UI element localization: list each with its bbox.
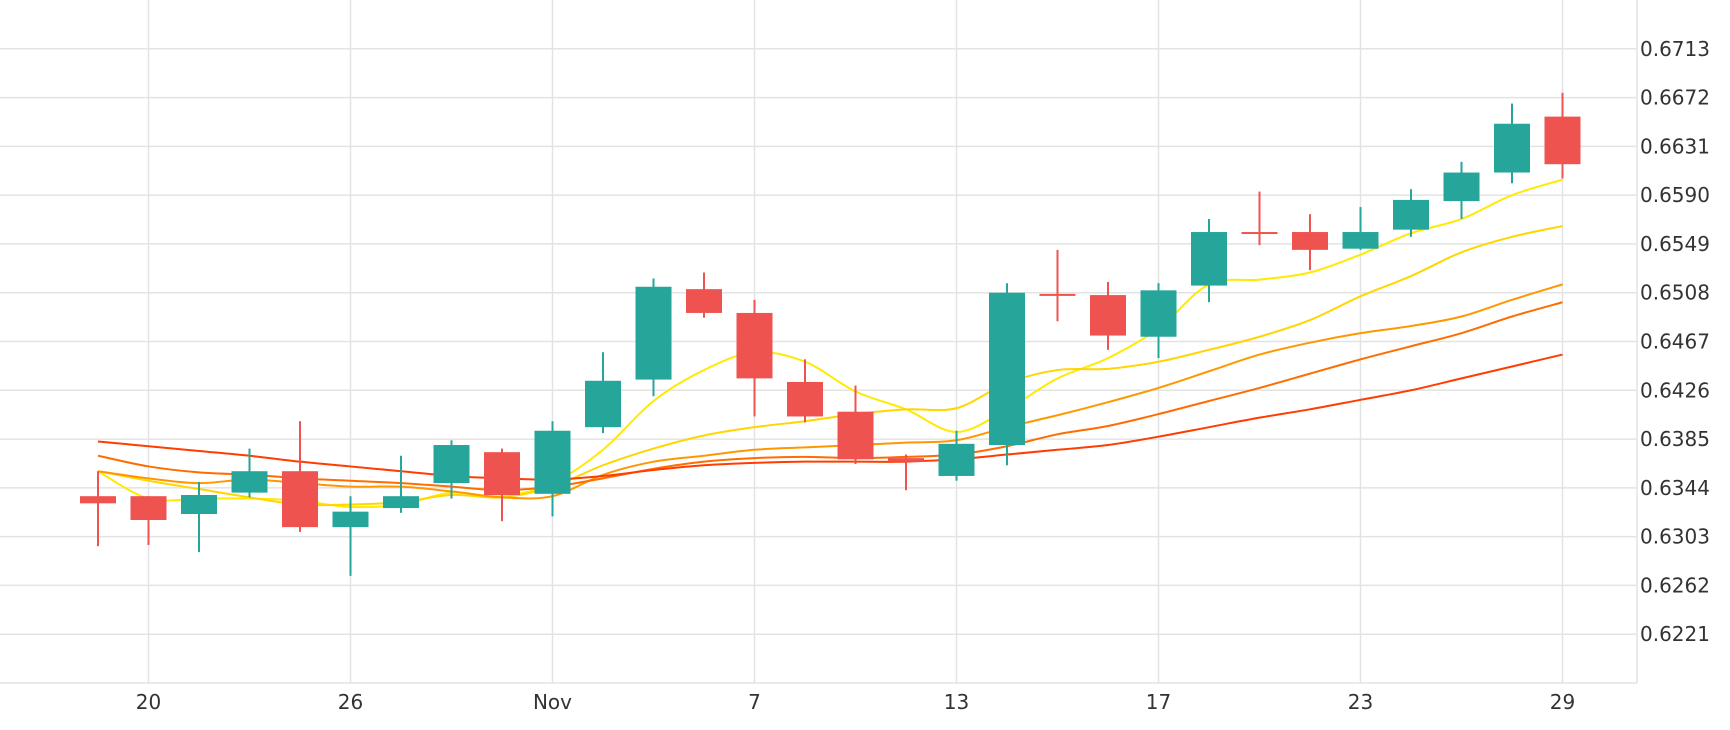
moving-average-line [97, 353, 1563, 481]
candle-down [1241, 191, 1278, 246]
y-tick-label: 0.6426 [1640, 378, 1710, 402]
candle-body [787, 381, 823, 417]
candle-down [736, 299, 773, 417]
moving-average-line [97, 283, 1563, 500]
x-tick-label: 17 [1146, 690, 1171, 714]
y-tick-label: 0.6631 [1640, 134, 1710, 158]
horizontal-grid [0, 48, 1637, 635]
candle-body [181, 494, 217, 515]
x-tick-label: Nov [533, 690, 572, 714]
candle-body [1494, 123, 1530, 173]
candle-body [383, 496, 419, 509]
candle-down [686, 272, 722, 318]
x-tick-label: 20 [136, 690, 161, 714]
y-tick-label: 0.6508 [1640, 281, 1710, 305]
x-tick-label: 23 [1348, 690, 1373, 714]
candle-body [888, 458, 924, 462]
candle-down [1544, 92, 1581, 179]
candle-up [1191, 218, 1227, 303]
y-tick-label: 0.6549 [1640, 232, 1710, 256]
candle-up [1443, 161, 1480, 219]
candle-down [888, 454, 924, 491]
candle-body [938, 443, 975, 476]
candle-body [837, 411, 874, 460]
candle-body [332, 511, 369, 528]
candle-body [1544, 116, 1581, 165]
candle-up [1140, 283, 1177, 359]
candle-body [585, 380, 621, 428]
y-tick-label: 0.6672 [1640, 86, 1710, 110]
candle-down [130, 496, 167, 545]
candle-body [433, 445, 470, 484]
candle-up [989, 283, 1025, 466]
candle-body [534, 430, 571, 494]
y-tick-label: 0.6344 [1640, 476, 1710, 500]
candle-body [1443, 172, 1480, 202]
candle-up [433, 440, 470, 499]
candle-down [80, 471, 116, 547]
candle-body [130, 496, 167, 520]
candle-body [1090, 295, 1126, 336]
candle-down [1090, 282, 1126, 350]
y-tick-label: 0.6467 [1640, 330, 1710, 354]
candle-down [837, 385, 874, 465]
candle-body [484, 452, 520, 495]
candle-up [585, 352, 621, 434]
y-tick-label: 0.6221 [1640, 622, 1710, 646]
candle-up [1494, 103, 1530, 184]
x-tick-label: 13 [944, 690, 969, 714]
candle-body [1241, 232, 1278, 235]
x-axis-labels: 20 26 Nov 7 13 17 23 29 [136, 690, 1575, 714]
candle-up [332, 496, 369, 576]
moving-average-line [97, 225, 1563, 507]
y-tick-label: 0.6713 [1640, 37, 1710, 61]
y-axis-labels: 0.6221 0.6262 0.6303 0.6344 0.6385 0.6426 0.64… [1640, 37, 1710, 646]
x-tick-label: 29 [1550, 690, 1575, 714]
candle-down [787, 359, 823, 423]
candle-up [534, 421, 571, 517]
candle-up [383, 455, 419, 513]
candle-up [231, 448, 268, 498]
candle-body [1039, 293, 1076, 296]
candle-body [1191, 232, 1227, 286]
x-tick-label: 26 [338, 690, 363, 714]
x-tick-label: 7 [748, 690, 761, 714]
y-tick-label: 0.6262 [1640, 573, 1710, 597]
candle-body [1140, 290, 1177, 337]
candle-up [181, 481, 217, 553]
candle-body [282, 471, 318, 528]
y-tick-label: 0.6303 [1640, 525, 1710, 549]
candle-down [484, 448, 520, 522]
candle-up [635, 278, 672, 397]
candle-body [686, 289, 722, 313]
moving-average-line [97, 178, 1563, 509]
candle-up [1393, 189, 1429, 237]
candle-body [736, 312, 773, 379]
candle-down [282, 421, 318, 532]
candle-body [231, 471, 268, 493]
candle-down [1039, 249, 1076, 322]
candle-body [1342, 232, 1379, 249]
candle-body [989, 292, 1025, 446]
y-tick-label: 0.6385 [1640, 427, 1710, 451]
candle-body [635, 286, 672, 380]
y-tick-label: 0.6590 [1640, 183, 1710, 207]
candle-up [938, 430, 975, 481]
candle-body [1393, 199, 1429, 230]
candles [80, 92, 1581, 576]
candle-up [1342, 207, 1379, 250]
moving-average-lines [97, 178, 1563, 509]
candle-body [80, 496, 116, 504]
candle-down [1292, 214, 1328, 271]
moving-average-line [97, 301, 1563, 492]
candle-body [1292, 232, 1328, 250]
